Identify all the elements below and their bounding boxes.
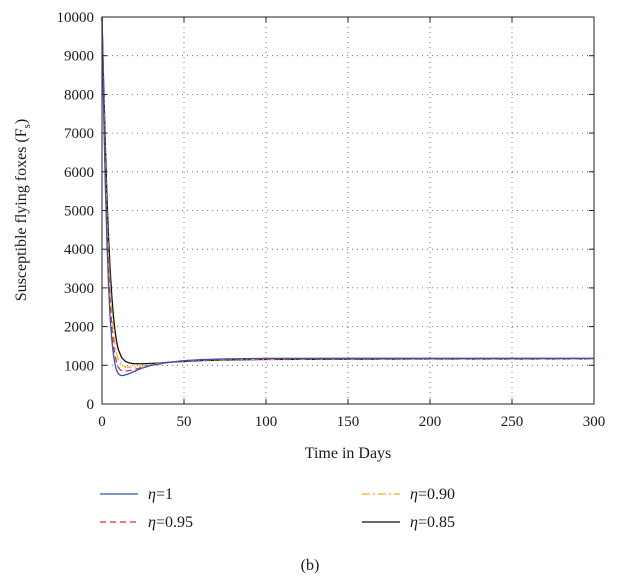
x-tick-label: 100: [255, 414, 278, 430]
y-axis-label: Susceptible flying foxes (Fs): [13, 119, 33, 301]
x-tick-label: 150: [337, 414, 360, 430]
y-tick-label: 0: [87, 397, 95, 413]
grid: [102, 17, 594, 404]
y-tick-label: 1000: [64, 358, 94, 374]
y-axis-label-subscript: s: [21, 124, 33, 128]
y-tick-label: 3000: [64, 281, 94, 297]
tick-labels: 0 50 100 150 200 250 3000100020003000400050006…: [57, 10, 606, 430]
y-tick-label: 7000: [64, 126, 94, 142]
y-tick-label: 8000: [64, 87, 94, 103]
x-tick-label: 300: [583, 414, 606, 430]
series-line: [101, 16, 595, 365]
figure-caption: (b): [301, 557, 320, 574]
x-axis-label: Time in Days: [305, 445, 392, 462]
series-line: [101, 16, 594, 377]
legend-label: η=0.95: [148, 514, 193, 531]
legend-label: η=0.85: [410, 514, 455, 531]
legend-label-value: =1: [156, 486, 173, 503]
y-axis-label-main: Susceptible flying foxes (F: [13, 128, 30, 301]
y-tick-label: 10000: [57, 10, 95, 26]
ticks: [101, 16, 595, 405]
legend-label-value: =0.90: [418, 486, 455, 503]
series-layer: [101, 16, 595, 377]
x-tick-label: 200: [419, 414, 442, 430]
legend-label-value: =0.95: [156, 514, 193, 531]
y-tick-label: 6000: [64, 165, 94, 181]
y-tick-label: 4000: [64, 242, 94, 258]
legend-label: η=1: [148, 486, 173, 503]
legend-label-value: =0.85: [418, 514, 455, 531]
x-tick-label: 0: [98, 414, 106, 430]
x-tick-label: 50: [177, 414, 192, 430]
legend-label-symbol: η: [148, 514, 156, 531]
legend: η=1η=0.95η=0.90η=0.85: [100, 486, 455, 531]
legend-label-symbol: η: [410, 486, 418, 503]
legend-label: η=0.90: [410, 486, 455, 503]
x-tick-label: 250: [501, 414, 524, 430]
y-tick-label: 2000: [64, 320, 94, 336]
y-tick-label: 5000: [64, 204, 94, 220]
legend-label-symbol: η: [148, 486, 156, 503]
y-tick-label: 9000: [64, 49, 94, 65]
legend-label-symbol: η: [410, 514, 418, 531]
y-axis-label-close: ): [13, 119, 30, 124]
